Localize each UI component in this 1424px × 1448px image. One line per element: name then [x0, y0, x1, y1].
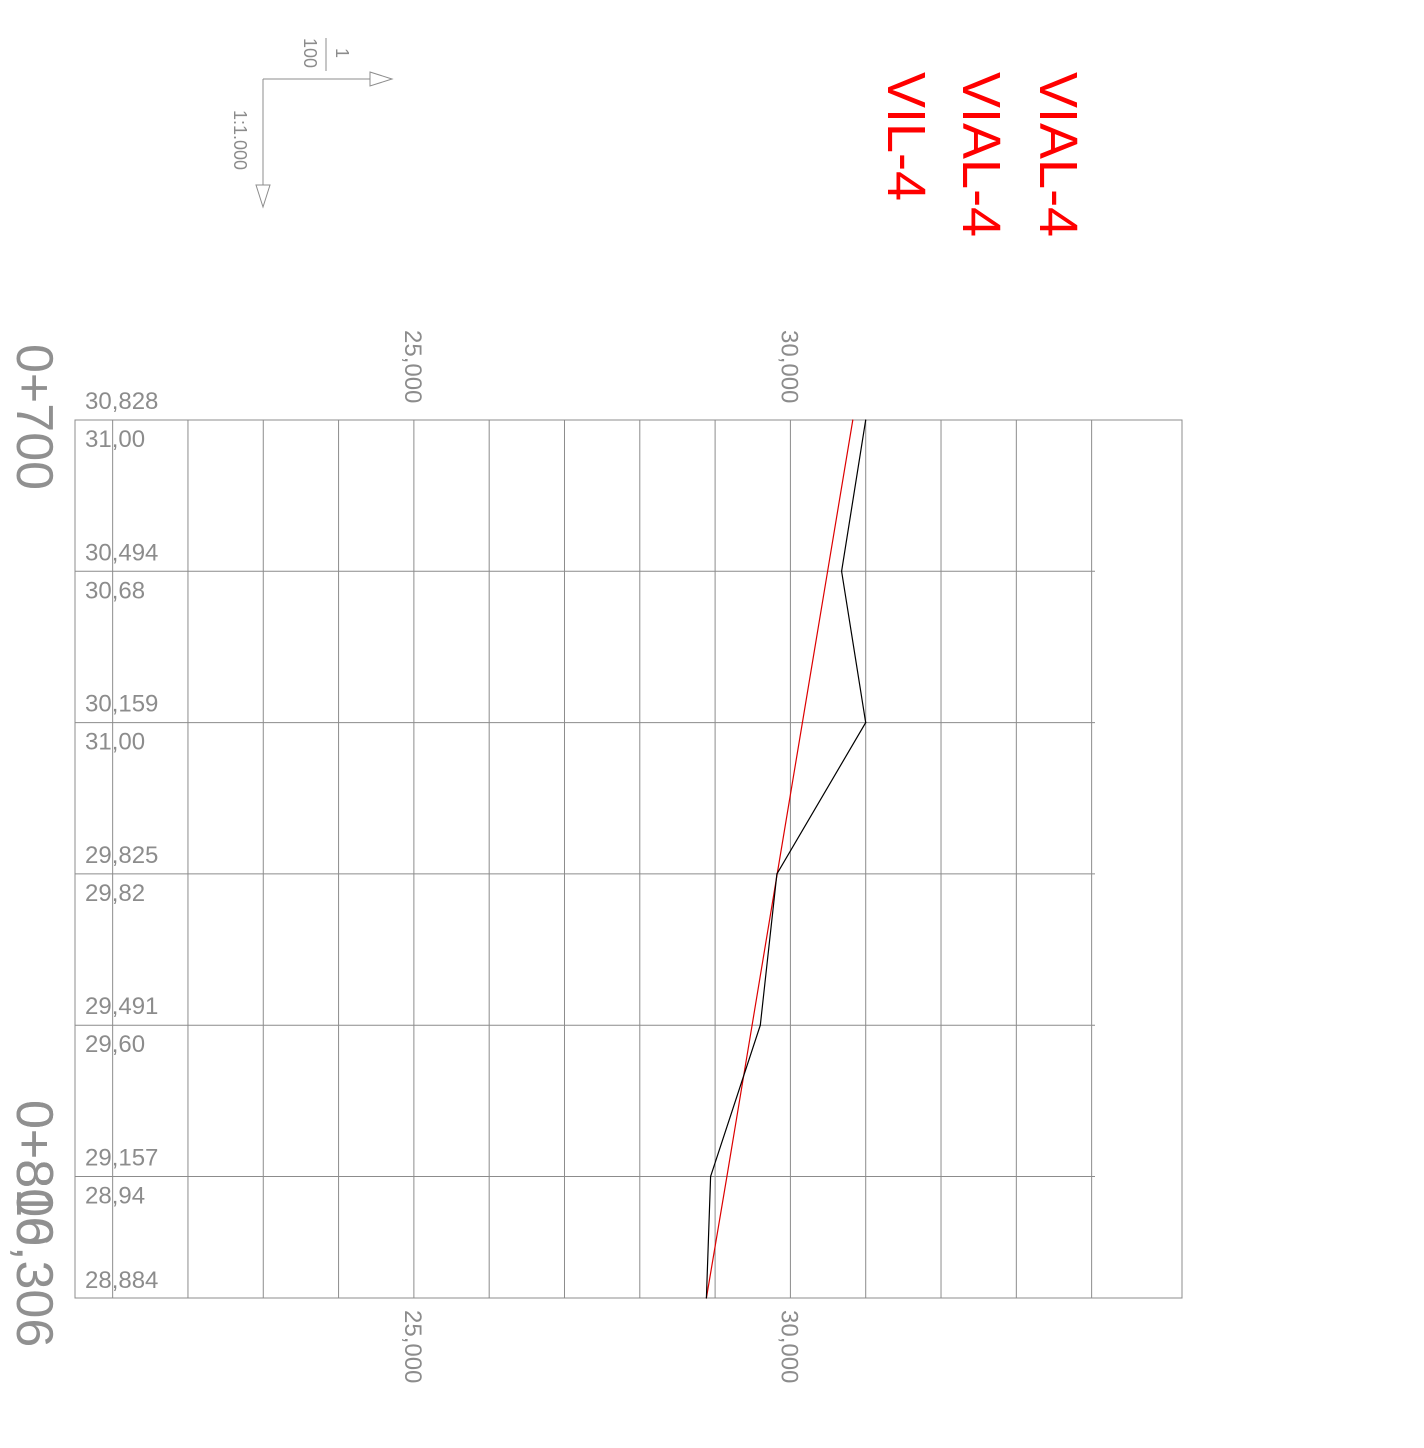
profile-labels: 25,000 25,000 30,000 30,000 30,828 31,00 30,49…	[5, 330, 802, 1383]
elevation-tick-top-label: 25,000	[399, 330, 426, 403]
profile-title-0: VIAL-4	[1028, 72, 1088, 237]
terrain-point	[865, 419, 867, 421]
grid-frame	[74, 419, 1183, 1299]
elevation-tick-bottom-label: 30,000	[775, 1310, 802, 1383]
elevation-tick-top-label: 30,000	[775, 330, 802, 403]
terrain-point	[841, 570, 843, 572]
terrain-point	[709, 1175, 712, 1178]
profile-series	[705, 419, 867, 1299]
scale-horizontal-label: 1:1.000	[230, 110, 250, 170]
grade-elevation-label: 29,491	[85, 993, 158, 1020]
station-label: 0+800	[5, 1100, 63, 1246]
terrain-elevation-label: 30,68	[85, 577, 145, 604]
terrain-elevation-label: 28,94	[85, 1183, 145, 1210]
terrain-line	[705, 419, 867, 1299]
grade-elevation-label: 30,494	[85, 539, 158, 566]
station-label: 0+700	[5, 344, 63, 490]
profile-grid	[74, 419, 1183, 1299]
scale-arrow-right-icon	[369, 71, 394, 87]
terrain-point	[776, 873, 778, 875]
scale-ratio-bottom: 100	[300, 38, 320, 68]
grade-elevation-label: 29,825	[85, 842, 158, 869]
grade-elevation-label: 29,157	[85, 1145, 158, 1172]
profile-title-1: VIAL-4	[951, 72, 1011, 237]
profile-title-2: VIL-4	[876, 72, 936, 201]
terrain-elevation-label: 31,00	[85, 729, 145, 756]
grade-point	[827, 570, 829, 572]
terrain-point	[865, 722, 867, 724]
grade-elevation-label: 30,159	[85, 691, 158, 718]
grade-point	[852, 419, 854, 421]
elevation-tick-bottom-label: 25,000	[399, 1310, 426, 1383]
grade-point	[726, 1175, 728, 1178]
terrain-elevation-label: 31,00	[85, 426, 145, 453]
scale-ratio-top: 1	[332, 48, 352, 58]
grade-point	[751, 1024, 753, 1026]
scale-arrow-down-icon	[255, 184, 271, 209]
grade-elevation-label: 28,884	[85, 1267, 158, 1294]
terrain-point	[759, 1024, 761, 1026]
grade-line	[705, 419, 854, 1299]
terrain-elevation-label: 29,60	[85, 1031, 145, 1058]
terrain-point	[705, 1297, 707, 1299]
grade-point	[801, 722, 803, 724]
scale-legend: 1 100 1:1.000	[230, 38, 394, 209]
terrain-elevation-label: 29,82	[85, 880, 145, 907]
grade-elevation-label: 30,828	[85, 388, 158, 415]
station-label: 0+816,306	[5, 1100, 63, 1347]
